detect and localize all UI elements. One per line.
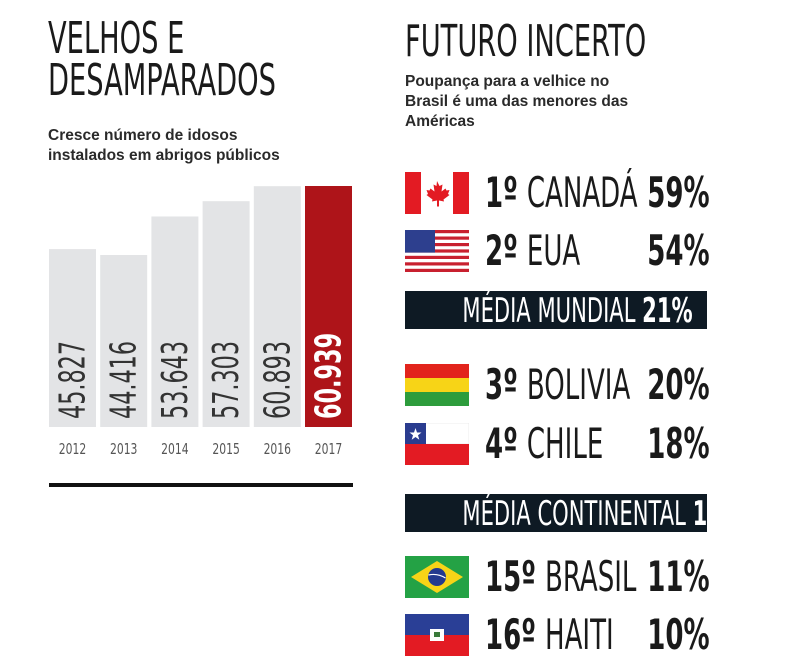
right-subtitle-line-3: Américas	[405, 113, 475, 130]
ranking-label: 16º HAITI	[485, 610, 614, 659]
ranking-percent: 18%	[647, 419, 710, 468]
bar-2015	[202, 201, 250, 427]
left-title-line-2: DESAMPARADOS	[48, 55, 276, 106]
chile-flag-icon	[405, 423, 469, 465]
brazil-flag-icon	[405, 556, 469, 598]
bar-2014	[151, 216, 199, 427]
left-subtitle: Cresce número de idosos instalados em ab…	[48, 126, 280, 166]
world-average-percent: 21%	[642, 291, 693, 331]
world-average-label: MÉDIA MUNDIAL	[462, 291, 636, 331]
ranking-percent: 20%	[647, 360, 710, 409]
continental-average-label: MÉDIA CONTINENTAL	[462, 494, 686, 534]
x-tick-label: 2016	[264, 441, 291, 458]
ranking-percent: 11%	[647, 552, 710, 601]
bar-2012	[49, 249, 96, 427]
chart-baseline-rule	[49, 483, 353, 487]
haiti-flag-icon	[405, 614, 469, 656]
right-title: FUTURO INCERTO	[405, 20, 794, 64]
ranking-label: 2º EUA	[485, 226, 581, 275]
usa-flag-icon	[405, 230, 469, 272]
ranking-label: 4º CHILE	[485, 419, 604, 468]
ranking-row-brazil: 15º BRASIL 11%	[405, 552, 710, 601]
left-title-line-1: VELHOS E	[48, 13, 185, 64]
bar-chart: 45.827 2012 44.416 2013 53.643 2014 57.303 2015…	[49, 186, 353, 487]
right-title-text: FUTURO INCERTO	[405, 16, 647, 67]
x-tick-label: 2012	[59, 441, 86, 458]
ranking-row-chile: 4º CHILE 18%	[405, 419, 710, 468]
right-subtitle: Poupança para a velhice no Brasil é uma …	[405, 72, 705, 132]
bar-value-label: 60.893	[257, 341, 299, 419]
ranking-label: 15º BRASIL	[485, 552, 637, 601]
canada-flag-icon	[405, 172, 469, 214]
bar-value-label: 60.939	[308, 333, 350, 419]
right-subtitle-line-1: Poupança para a velhice no	[405, 73, 610, 90]
world-average-band: MÉDIA MUNDIAL 21%	[405, 291, 707, 329]
left-subtitle-line-1: Cresce número de idosos	[48, 127, 238, 144]
bar-value-label: 44.416	[103, 341, 145, 419]
ranking-row-canada: 1º CANADÁ 59%	[405, 168, 710, 217]
x-tick-label: 2017	[315, 441, 342, 458]
bar-value-label: 53.643	[154, 341, 196, 419]
ranking-label: 3º BOLIVIA	[485, 360, 631, 409]
x-tick-label: 2014	[161, 441, 188, 458]
bar-2017	[305, 186, 352, 427]
ranking-row-haiti: 16º HAITI 10%	[405, 610, 710, 659]
bolivia-flag-icon	[405, 364, 469, 406]
bar-value-label: 57.303	[206, 341, 248, 419]
continental-average-band: MÉDIA CONTINENTAL 12%	[405, 494, 743, 534]
continental-average-percent: 12%	[692, 494, 744, 534]
ranking-percent: 10%	[647, 610, 710, 659]
ranking-percent: 59%	[647, 168, 710, 217]
bar-2013	[100, 255, 148, 427]
bar-value-label: 45.827	[52, 341, 94, 419]
ranking-row-bolivia: 3º BOLIVIA 20%	[405, 360, 710, 409]
right-subtitle-line-2: Brasil é uma das menores das	[405, 93, 629, 110]
x-tick-label: 2013	[110, 441, 137, 458]
left-title: VELHOS E DESAMPARADOS	[48, 13, 416, 106]
ranking-percent: 54%	[647, 226, 710, 275]
x-tick-label: 2015	[212, 441, 239, 458]
left-subtitle-line-2: instalados em abrigos públicos	[48, 147, 280, 164]
ranking-label: 1º CANADÁ	[485, 168, 638, 217]
ranking-row-usa: 2º EUA 54%	[405, 226, 710, 275]
bar-2016	[253, 186, 301, 427]
